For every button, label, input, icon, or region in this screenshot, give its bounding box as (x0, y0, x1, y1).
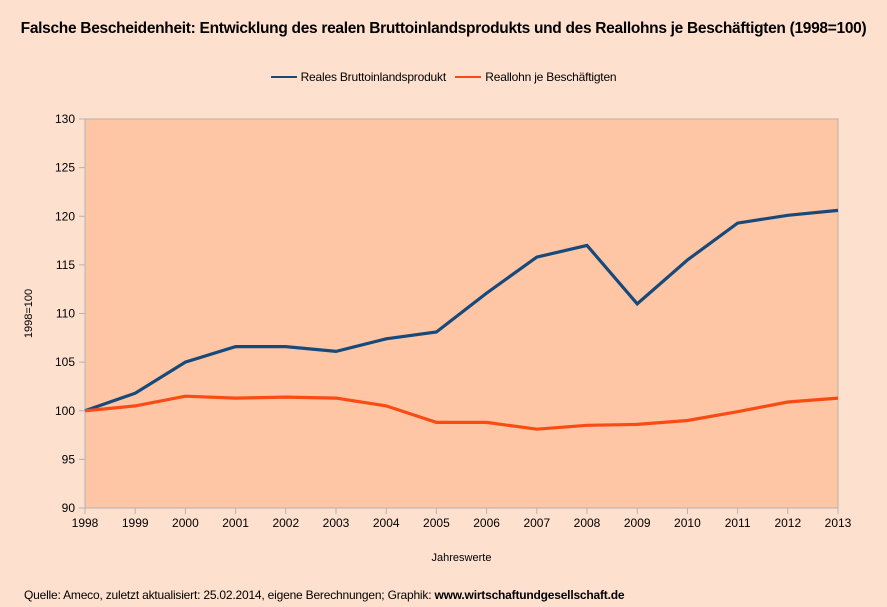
y-tick-label: 100 (55, 404, 75, 418)
x-tick-label: 2001 (222, 516, 249, 530)
x-tick-label: 2003 (323, 516, 350, 530)
website-link[interactable]: www.wirtschaftundgesellschaft.de (434, 588, 625, 602)
x-axis: 1998 1999 2000 2001 2002 2003 2004 2005 2006 2007… (72, 508, 852, 530)
x-tick-label: 2008 (574, 516, 601, 530)
y-tick-label: 90 (62, 501, 76, 515)
x-tick-label: 2007 (523, 516, 550, 530)
x-tick-label: 2002 (272, 516, 299, 530)
legend-item-bip: Reales Bruttoinlandsprodukt (270, 70, 447, 84)
y-tick-label: 105 (55, 355, 75, 369)
y-tick-label: 110 (56, 307, 75, 321)
y-tick-label: 125 (55, 161, 75, 175)
y-axis: 90 95 100 105 110 115 120 125 130 (55, 112, 85, 515)
source-text: Quelle: Ameco, zuletzt aktualisiert: 25.… (24, 588, 435, 602)
x-tick-label: 2011 (725, 516, 751, 530)
x-tick-label: 1999 (122, 516, 149, 530)
legend-label-reallohn: Reallohn je Beschäftigten (485, 70, 617, 84)
x-tick-label: 2005 (423, 516, 450, 530)
x-tick-label: 2000 (172, 516, 199, 530)
legend: Reales Bruttoinlandsprodukt Reallohn je … (0, 67, 887, 84)
legend-label-bip: Reales Bruttoinlandsprodukt (300, 70, 447, 84)
x-tick-label: 2004 (373, 516, 400, 530)
series-line-0 (84, 208, 839, 413)
source-footer: Quelle: Ameco, zuletzt aktualisiert: 25.… (24, 588, 625, 602)
x-tick-label: 2009 (624, 516, 651, 530)
chart-title: Falsche Bescheidenheit: Entwicklung des … (20, 20, 867, 37)
x-tick-label: 2006 (473, 516, 500, 530)
y-tick-label: 115 (56, 258, 75, 272)
y-axis-label: 1998=100 (23, 289, 35, 338)
y-tick-label: 95 (62, 452, 76, 466)
y-tick-label: 120 (55, 209, 75, 223)
x-tick-label: 2012 (774, 516, 801, 530)
x-tick-label: 2010 (674, 516, 701, 530)
legend-item-reallohn: Reallohn je Beschäftigten (455, 70, 617, 84)
x-tick-label: 1998 (72, 516, 99, 530)
legend-swatch-bip (270, 76, 297, 78)
series-lines (84, 208, 839, 431)
x-tick-label: 2013 (825, 516, 852, 530)
x-axis-label: Jahreswerte (432, 552, 492, 564)
series-line-1 (84, 394, 839, 431)
legend-swatch-reallohn (455, 76, 482, 78)
y-tick-label: 130 (55, 112, 75, 126)
